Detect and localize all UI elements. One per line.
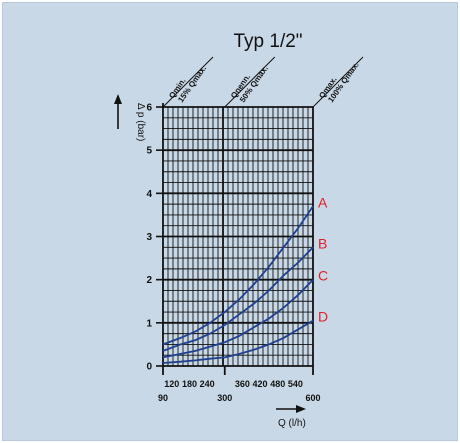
curve-label-C: C: [318, 268, 328, 284]
y-tick-labels: 0 1 2 3 4 5 6: [146, 103, 163, 373]
curve-D: [162, 319, 314, 364]
x-tick-label-minor: 420: [253, 379, 268, 389]
x-tick-label-minor: 360: [235, 379, 250, 389]
y-axis-title-group: Δ p (bar): [114, 94, 146, 141]
x-tick-label-minor: 180: [182, 379, 197, 389]
x-axis-title: Q (l/h): [278, 418, 306, 429]
x-tick-label-major: 600: [305, 393, 320, 403]
y-axis-title: Δ p (bar): [135, 103, 146, 141]
y-tick-label: 0: [146, 362, 152, 373]
x-tick-labels: 120 180 240 360 420 480 540 90 300 600: [158, 366, 321, 403]
annotation-leader-line: [224, 56, 276, 108]
curve-label-A: A: [318, 194, 328, 210]
curve-B: [162, 246, 314, 352]
annotation-leader-line: [162, 56, 214, 108]
grid: [162, 103, 314, 367]
y-tick-label: 2: [146, 275, 152, 286]
x-tick-label-major: 300: [217, 393, 232, 403]
curve-A: [162, 205, 314, 346]
y-tick-label: 1: [146, 318, 152, 329]
curve-C: [162, 279, 314, 359]
y-tick-label: 4: [146, 189, 152, 200]
x-axis-arrow-head: [296, 405, 306, 413]
curves: A B C D: [162, 194, 328, 364]
x-axis-title-group: Q (l/h): [276, 405, 306, 429]
x-tick-label-minor: 480: [270, 379, 285, 389]
annotation-leader-line: [312, 56, 364, 108]
y-axis-arrow-head: [114, 94, 122, 104]
curve-label-D: D: [318, 309, 328, 325]
x-tick-label-major: 90: [158, 393, 168, 403]
chart-title: Typ 1/2": [233, 31, 302, 52]
pressure-loss-chart: Typ 1/2" 0 1 2 3 4 5 6 120 180 240 360 420 480 540 90…: [114, 31, 364, 429]
x-tick-label-minor: 540: [288, 379, 303, 389]
top-annotations: Qmin.15% Qmax. Qnenn.50% Qmax. Qmax.100% Q…: [162, 56, 364, 108]
curve-label-B: B: [318, 235, 327, 251]
y-tick-label: 3: [146, 232, 152, 243]
x-tick-label-minor: 120: [164, 379, 179, 389]
y-tick-label: 5: [146, 146, 152, 157]
x-tick-label-minor: 240: [200, 379, 215, 389]
y-tick-label: 6: [146, 103, 152, 114]
